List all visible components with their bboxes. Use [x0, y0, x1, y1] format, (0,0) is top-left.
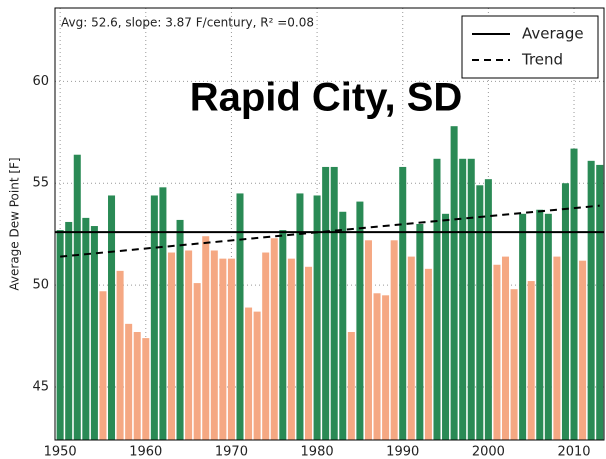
- x-tick-label: 2000: [472, 445, 505, 459]
- y-tick-label: 50: [32, 278, 49, 293]
- bar: [90, 226, 98, 440]
- bar: [56, 230, 64, 440]
- bar: [596, 164, 604, 441]
- bar: [493, 264, 501, 440]
- bar: [450, 126, 458, 440]
- bar: [330, 166, 338, 440]
- chart-title: Rapid City, SD: [190, 76, 463, 120]
- bar: [296, 193, 304, 440]
- legend-box: [461, 15, 599, 79]
- x-tick-label: 1990: [386, 445, 419, 459]
- bar: [424, 268, 432, 440]
- bar: [82, 217, 90, 440]
- bar: [185, 250, 193, 440]
- x-tick-label: 1980: [301, 445, 334, 459]
- bar: [287, 258, 295, 440]
- bar: [587, 160, 595, 440]
- y-axis-label: Average Dew Point [F]: [8, 157, 22, 290]
- bar: [570, 148, 578, 441]
- bar: [167, 252, 175, 440]
- bar: [442, 213, 450, 440]
- bar: [519, 213, 527, 440]
- bar: [73, 154, 81, 440]
- annotation: Avg: 52.6, slope: 3.87 F/century, R² =0.…: [61, 16, 314, 30]
- bar: [459, 158, 467, 440]
- bar: [116, 270, 124, 440]
- trend-line: [60, 204, 600, 258]
- bar: [176, 219, 184, 440]
- bar: [202, 236, 210, 440]
- y-tick-label: 45: [32, 380, 49, 395]
- bar: [99, 291, 107, 440]
- bar: [544, 213, 552, 440]
- bar: [108, 195, 116, 440]
- x-tick-label: 1950: [44, 445, 77, 459]
- bar: [262, 252, 270, 440]
- bar: [510, 289, 518, 440]
- bar: [501, 256, 510, 440]
- bar: [399, 166, 407, 440]
- plot-frame: [54, 7, 605, 441]
- bar: [236, 193, 244, 440]
- bar: [382, 295, 390, 440]
- bar: [561, 183, 569, 440]
- bar: [433, 158, 441, 440]
- bar: [347, 332, 355, 440]
- y-tick-label: 55: [32, 176, 49, 191]
- bar: [210, 250, 218, 440]
- bar: [356, 201, 364, 440]
- bar: [373, 293, 381, 440]
- bar: [219, 258, 227, 440]
- bar: [193, 283, 201, 440]
- bar: [150, 195, 158, 440]
- x-tick-label: 1970: [215, 445, 248, 459]
- legend-label: Average: [522, 25, 584, 43]
- bar: [467, 158, 475, 440]
- bar: [407, 256, 415, 440]
- bar: [270, 238, 278, 440]
- bar: [536, 209, 544, 440]
- bar: [416, 224, 424, 440]
- bar: [65, 221, 73, 440]
- x-tick-label: 1960: [129, 445, 162, 459]
- bar: [279, 230, 287, 440]
- bar: [313, 195, 321, 440]
- bar: [322, 166, 330, 440]
- bar: [227, 258, 235, 440]
- x-tick-label: 2010: [557, 445, 590, 459]
- bar: [579, 260, 587, 440]
- y-tick-label: 60: [32, 74, 49, 89]
- bar: [527, 281, 535, 440]
- bar: [553, 256, 561, 440]
- bar: [253, 311, 261, 440]
- bar: [476, 185, 484, 440]
- bar: [364, 240, 372, 440]
- bar: [390, 240, 398, 440]
- legend-label: Trend: [521, 51, 563, 69]
- bar: [142, 338, 150, 440]
- bar: [305, 266, 313, 440]
- bar: [339, 211, 347, 440]
- bar: [125, 323, 133, 440]
- bar: [484, 179, 492, 441]
- bar: [159, 187, 167, 440]
- bar: [133, 332, 141, 440]
- bar: [245, 307, 253, 440]
